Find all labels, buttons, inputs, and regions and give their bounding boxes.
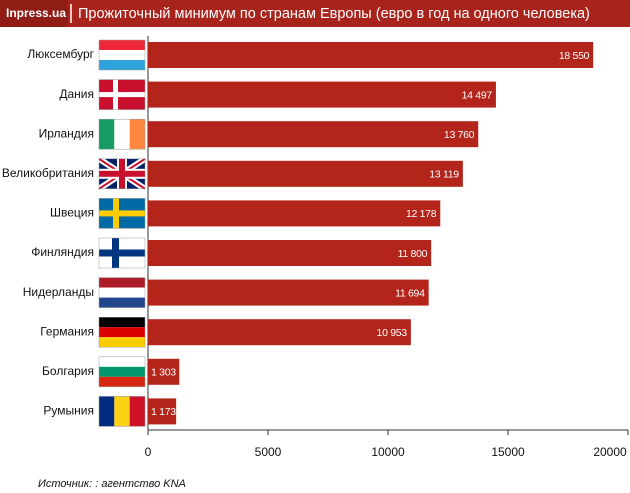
flag-stripe: [129, 396, 145, 427]
category-label: Ирландия: [39, 126, 94, 140]
flag-cross: [99, 92, 145, 98]
flag-border: [98, 198, 146, 229]
flag-stripe: [99, 356, 145, 367]
flag-stripe: [99, 366, 145, 377]
value-label: 10 953: [377, 327, 408, 339]
flag-cross: [99, 210, 145, 217]
bar: [148, 160, 463, 187]
bar: [148, 319, 411, 346]
category-label: Румыния: [43, 404, 94, 418]
flag-stripe: [99, 287, 145, 298]
flag-border: [98, 39, 146, 71]
flag-stripe: [129, 119, 145, 150]
category-label: Дания: [59, 87, 94, 101]
category-label: Швеция: [50, 206, 94, 220]
category-label: Люксембург: [27, 47, 94, 61]
flag-stripe: [99, 327, 145, 338]
bar: [148, 121, 479, 148]
flag-stripe: [99, 317, 145, 328]
flag-stripe: [99, 376, 145, 387]
x-tick-label: 15000: [491, 445, 525, 459]
flag-stripe: [99, 50, 145, 60]
value-label: 11 800: [398, 248, 428, 260]
flag-stripe: [99, 297, 145, 308]
flag-border: [98, 356, 146, 388]
flag-border: [98, 396, 146, 427]
flag-stripe: [99, 277, 145, 288]
flag: [98, 118, 146, 150]
flag-border: [98, 79, 146, 110]
source: Источник: : агентство KNA: [38, 478, 186, 490]
value-label: 13 119: [429, 169, 459, 181]
chart-title: Прожиточный минимум по странам Европы (е…: [78, 6, 590, 22]
flag-border: [98, 118, 146, 150]
flag: [98, 277, 146, 308]
flag-stripe: [114, 396, 130, 427]
flag-stripe: [99, 337, 145, 348]
value-label: 13 760: [444, 129, 475, 141]
x-tick-label: 20000: [593, 445, 627, 459]
category-label: Финляндия: [31, 245, 94, 259]
brand: Inpress.ua: [6, 6, 66, 20]
bar: [148, 398, 177, 425]
flag-stripe: [99, 40, 145, 50]
flag-stripe: [99, 60, 145, 70]
bar: [148, 81, 496, 108]
category-label: Нидерланды: [23, 285, 94, 299]
flag-stripe: [99, 119, 115, 150]
value-label: 1 173: [151, 406, 176, 418]
flag-border: [98, 277, 146, 308]
flag: [98, 396, 146, 427]
x-tick-label: 10000: [371, 445, 405, 459]
value-label: 14 497: [462, 89, 493, 101]
bar: [148, 42, 594, 68]
value-label: 1 303: [151, 367, 176, 379]
bar: [148, 240, 432, 266]
bar: [148, 200, 441, 227]
flag: [98, 237, 146, 269]
category-label: Германия: [40, 324, 94, 338]
value-label: 11 694: [395, 287, 425, 299]
flag: [98, 316, 146, 348]
flag-stripe: [99, 396, 115, 427]
flag: [98, 356, 146, 388]
x-tick-label: 0: [145, 445, 152, 459]
flag: [98, 79, 146, 110]
value-label: 18 550: [559, 50, 590, 62]
flag: [98, 198, 146, 229]
flag-border: [98, 158, 146, 190]
flag: [98, 39, 146, 71]
flag-stripe: [114, 119, 130, 150]
brand-box: [0, 0, 68, 27]
flag-border: [98, 316, 146, 348]
value-label: 12 178: [406, 208, 437, 220]
flag-cross: [99, 249, 145, 257]
flag-cross: [99, 170, 145, 177]
x-tick-label: 5000: [255, 445, 282, 459]
category-label: Болгария: [42, 364, 94, 378]
flag: [97, 156, 147, 192]
category-label: Великобритания: [2, 166, 94, 180]
bar: [148, 358, 180, 385]
bar: [148, 279, 429, 306]
header-bar: [0, 0, 630, 27]
flag-border: [98, 237, 146, 269]
